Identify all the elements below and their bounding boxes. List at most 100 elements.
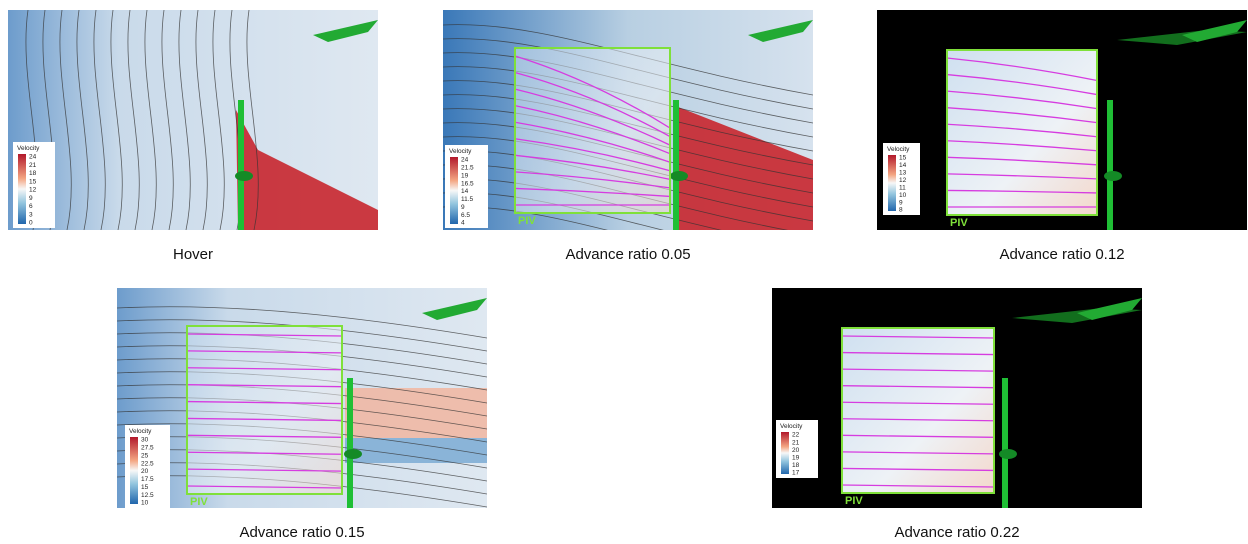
piv-frame — [186, 325, 343, 495]
streamline — [443, 24, 813, 96]
piv-streamline — [841, 434, 995, 438]
rotor-blade — [238, 100, 244, 230]
streamline — [117, 306, 487, 339]
piv-streamline — [946, 107, 1098, 124]
piv-streamline — [514, 187, 671, 198]
colorbar-tick-label: 27.5 — [141, 445, 154, 452]
piv-streamline — [186, 400, 343, 405]
piv-streamline — [946, 57, 1098, 82]
caption: Advance ratio 0.22 — [894, 524, 1020, 541]
streamline — [93, 10, 106, 230]
piv-streamline — [514, 105, 671, 155]
colorbar-tick-label: 24 — [461, 157, 469, 164]
piv-streamline — [841, 385, 995, 389]
colorbar-title: Velocity — [129, 428, 152, 435]
piv-frame — [946, 49, 1098, 216]
piv-streamline — [186, 417, 343, 422]
piv-streamline — [946, 123, 1098, 138]
caption: Advance ratio 0.15 — [239, 524, 365, 541]
colorbar-tick-label: 9 — [29, 195, 33, 202]
piv-streamline — [841, 484, 995, 488]
hub — [999, 449, 1017, 459]
colorbar-tick-label: 0 — [29, 220, 33, 227]
piv-streamline — [514, 154, 671, 180]
piv-streamline — [946, 156, 1098, 166]
streamline — [195, 10, 208, 230]
colorbar-tick-label: 3 — [29, 211, 33, 218]
colorbar-tick-label: 19 — [792, 455, 800, 462]
piv-streamline — [841, 418, 995, 422]
colorbar-tick-label: 22 — [792, 432, 800, 439]
colorbar-title: Velocity — [780, 423, 803, 430]
piv-streamline — [841, 351, 995, 356]
colorbar-tick-label: 20 — [792, 447, 800, 454]
piv-streamline — [946, 140, 1098, 152]
colorbar-tick-label: 9 — [899, 199, 903, 206]
streamline — [212, 10, 225, 230]
piv-streamline — [186, 485, 343, 489]
piv-streamline — [841, 401, 995, 405]
colorbar-tick-label: 18 — [792, 462, 800, 469]
piv-streamline — [841, 451, 995, 455]
colorbar-tick-label: 14 — [461, 188, 469, 195]
wing — [1182, 20, 1247, 42]
rotor-blade — [1107, 100, 1113, 230]
streamline — [161, 10, 174, 230]
piv-streamline — [186, 384, 343, 388]
streamline — [59, 10, 72, 230]
colorbar-tick-label: 19 — [461, 172, 469, 179]
piv-frame — [841, 327, 995, 494]
piv-streamline — [514, 71, 671, 138]
colorbar — [18, 154, 26, 224]
caption: Advance ratio 0.12 — [999, 246, 1125, 263]
piv-streamline — [514, 121, 671, 163]
colorbar-tick-label: 16.5 — [461, 180, 474, 187]
piv-field — [515, 48, 670, 213]
colorbar — [130, 437, 138, 504]
piv-label: PIV — [950, 217, 968, 229]
piv-streamline — [946, 189, 1098, 194]
colorbar-tick-label: 15 — [29, 178, 37, 185]
colorbar-tick-label: 14 — [899, 162, 907, 169]
piv-streamline — [186, 350, 343, 354]
piv-streamline — [841, 467, 995, 472]
colorbar-tick-label: 30 — [141, 437, 149, 444]
hub — [1104, 171, 1122, 181]
colorbar-tick-label: 21.5 — [461, 165, 474, 172]
colorbar-tick-label: 6.5 — [461, 212, 470, 219]
piv-streamline — [186, 367, 343, 371]
piv-streamline — [514, 138, 671, 172]
rotor-blade — [673, 100, 679, 230]
piv-label: PIV — [845, 495, 863, 507]
colorbar-tick-label: 10 — [141, 500, 149, 507]
colorbar-tick-label: 24 — [29, 154, 37, 161]
piv-streamline — [514, 55, 671, 129]
wing — [1077, 298, 1142, 320]
caption: Advance ratio 0.05 — [565, 246, 691, 263]
piv-streamline — [841, 335, 995, 339]
colorbar-tick-label: 20 — [141, 468, 149, 475]
colorbar-tick-label: 13 — [899, 170, 907, 177]
piv-streamline — [946, 90, 1098, 110]
hub — [670, 171, 688, 181]
piv-streamline — [186, 333, 343, 337]
wake — [236, 110, 378, 230]
piv-streamline — [946, 173, 1098, 180]
colorbar-tick-label: 21 — [29, 162, 37, 169]
colorbar-tick-label: 12.5 — [141, 492, 154, 499]
colorbar — [450, 157, 458, 224]
colorbar-tick-label: 8 — [899, 207, 903, 214]
streamline — [246, 10, 259, 230]
colorbar-tick-label: 4 — [461, 220, 465, 227]
piv-streamline — [186, 434, 343, 438]
colorbar — [781, 432, 789, 474]
streamline — [178, 10, 191, 230]
colorbar-title: Velocity — [887, 146, 910, 153]
streamline — [144, 10, 157, 230]
colorbar-tick-label: 22.5 — [141, 460, 154, 467]
piv-label: PIV — [190, 496, 208, 508]
